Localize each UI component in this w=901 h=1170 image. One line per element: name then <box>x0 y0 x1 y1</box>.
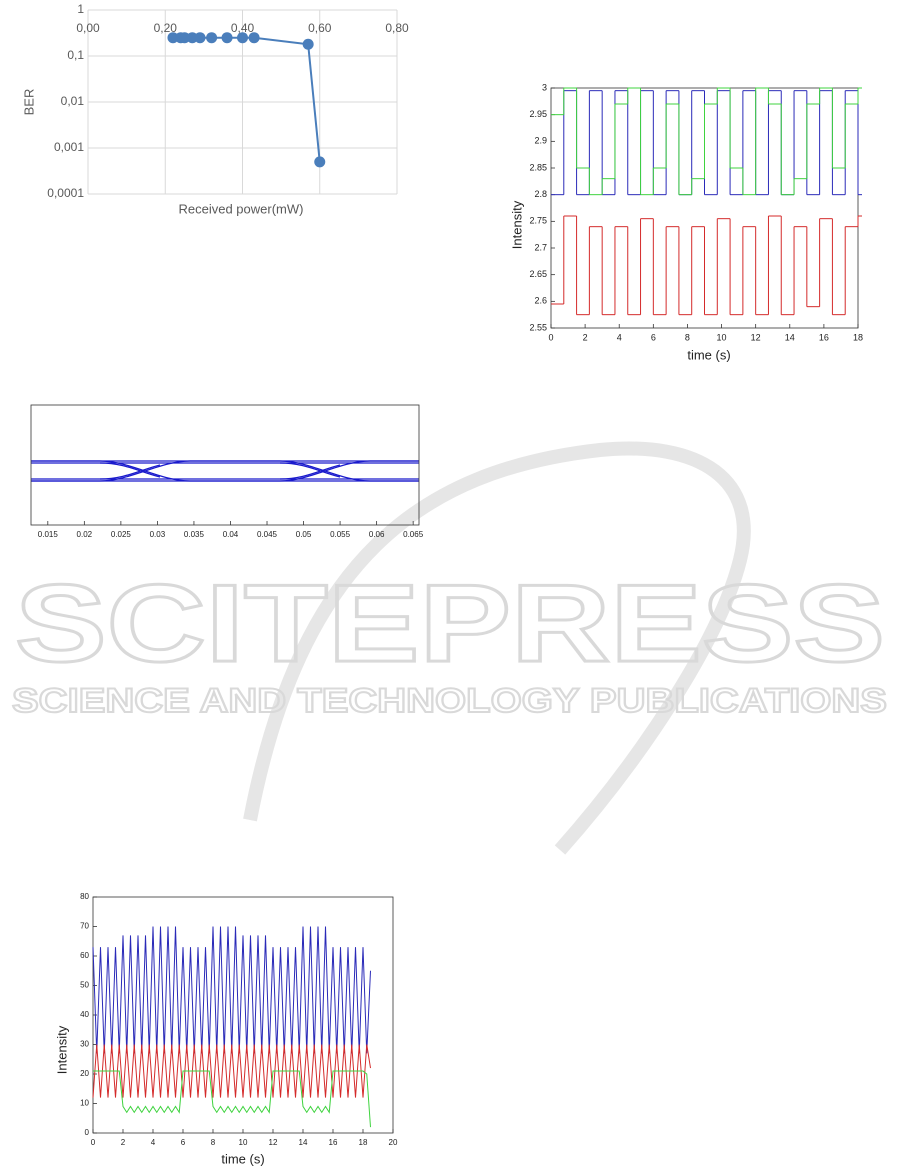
chart: 0.015 0.02 0.025 0.03 0.035 0.04 0.045 0.05 0.05… <box>30 404 424 539</box>
y-axis-label: BER <box>21 89 36 116</box>
y-tick-label: 2.9 <box>534 136 547 146</box>
y-tick-label: 40 <box>80 1010 89 1019</box>
x-tick-label: 0,00 <box>76 21 100 35</box>
x-tick-label: 0.035 <box>184 530 205 539</box>
y-tick-label: 0,0001 <box>47 186 84 200</box>
chart: 0 2 4 6 8 10 12 14 16 18 20 0 10 20 30 40 50 60 70 80 time (… <box>54 892 398 1166</box>
eye-trace <box>31 460 419 482</box>
x-tick-label: 16 <box>819 332 829 342</box>
y-tick-label: 30 <box>80 1040 89 1049</box>
eye-rail <box>31 460 419 482</box>
y-tick-label: 80 <box>80 892 89 901</box>
y-tick-label: 2.65 <box>529 269 547 279</box>
x-tick-label: 4 <box>151 1138 156 1147</box>
x-tick-label: 0 <box>91 1138 96 1147</box>
x-axis-label: time (s) <box>687 347 730 362</box>
eye-traces <box>31 460 419 482</box>
x-tick-label: 12 <box>269 1138 278 1147</box>
x-tick-label: 0,80 <box>385 21 409 35</box>
y-tick-label: 20 <box>80 1069 89 1078</box>
x-tick-label: 0,60 <box>308 21 332 35</box>
y-tick-label: 1 <box>77 2 84 16</box>
x-tick-label: 0.02 <box>77 530 93 539</box>
y-tick-label: 2.75 <box>529 216 547 226</box>
data-line <box>92 926 371 1054</box>
x-tick-label: 0,40 <box>231 21 255 35</box>
x-tick-label: 2 <box>583 332 588 342</box>
x-tick-label: 0.06 <box>369 530 385 539</box>
chart: 0 2 4 6 8 10 12 14 16 18 2.55 2.6 2.65 2.7 2.75 2.8 2.85… <box>509 82 863 362</box>
point <box>186 32 198 44</box>
x-tick-label: 8 <box>685 332 690 342</box>
watermark: SCITEPRESS SCIENCE AND TECHNOLOGY PUBLIC… <box>11 441 888 855</box>
data-line <box>92 1044 371 1098</box>
y-tick-label: 2.85 <box>529 162 547 172</box>
y-tick-label: 2.95 <box>529 109 547 119</box>
point <box>167 32 179 44</box>
x-axis-label: Received power(mW) <box>179 201 304 216</box>
x-tick-label: 12 <box>751 332 761 342</box>
y-tick-label: 0,001 <box>54 140 84 154</box>
x-tick-label: 14 <box>785 332 795 342</box>
data-line <box>93 1070 371 1128</box>
x-tick-label: 10 <box>239 1138 248 1147</box>
x-tick-label: 18 <box>359 1138 368 1147</box>
plot-frame <box>550 87 859 329</box>
x-tick-label: 8 <box>211 1138 216 1147</box>
y-tick-label: 0,01 <box>61 94 85 108</box>
x-tick-label: 14 <box>299 1138 308 1147</box>
point <box>302 38 314 50</box>
x-tick-label: 0.04 <box>223 530 239 539</box>
y-tick-label: 2.8 <box>534 189 547 199</box>
point <box>206 32 218 44</box>
x-tick-label: 0 <box>548 332 553 342</box>
y-tick-label: 0 <box>85 1128 90 1137</box>
y-tick-label: 2.55 <box>529 322 547 332</box>
chart: 0,00 0,20 0,40 0,60 0,80 1 0,1 0,01 0,001 0,0001 R… <box>21 2 409 216</box>
x-axis-label: time (s) <box>221 1151 264 1166</box>
x-tick-label: 0.015 <box>38 530 59 539</box>
y-tick-label: 2.7 <box>534 242 547 252</box>
point <box>179 32 191 44</box>
eye-trace <box>279 462 341 480</box>
y-tick-label: 50 <box>80 981 89 990</box>
x-tick-label: 4 <box>617 332 622 342</box>
x-tick-label: 0.03 <box>150 530 166 539</box>
point <box>248 32 260 44</box>
x-tick-label: 18 <box>853 332 863 342</box>
x-tick-label: 6 <box>651 332 656 342</box>
y-tick-label: 3 <box>542 82 547 92</box>
point <box>221 32 233 44</box>
x-tick-label: 0,20 <box>154 21 178 35</box>
x-tick-label: 0.025 <box>111 530 132 539</box>
y-tick-label: 0,1 <box>67 48 84 62</box>
y-axis-label: Intensity <box>54 1025 69 1074</box>
point <box>314 156 326 168</box>
eye-trace <box>99 462 161 480</box>
y-tick-label: 10 <box>80 1099 89 1108</box>
x-tick-label: 0.045 <box>257 530 278 539</box>
y-tick-label: 2.6 <box>534 296 547 306</box>
x-tick-label: 10 <box>717 332 727 342</box>
watermark-title: SCITEPRESS <box>15 562 885 685</box>
x-tick-label: 0.065 <box>403 530 424 539</box>
watermark-subtitle: SCIENCE AND TECHNOLOGY PUBLICATIONS <box>12 682 887 720</box>
point <box>237 32 248 44</box>
x-tick-label: 6 <box>181 1138 186 1147</box>
watermark-shape <box>243 441 751 855</box>
y-tick-label: 60 <box>80 951 89 960</box>
eye-trace <box>31 460 419 482</box>
x-tick-label: 0.055 <box>330 530 351 539</box>
y-tick-label: 70 <box>80 922 89 931</box>
x-tick-label: 0.05 <box>296 530 312 539</box>
y-axis-label: Intensity <box>509 200 524 249</box>
x-tick-label: 2 <box>121 1138 126 1147</box>
x-tick-label: 16 <box>329 1138 338 1147</box>
x-tick-label: 20 <box>389 1138 398 1147</box>
plot-frame <box>30 404 420 526</box>
point <box>194 32 206 44</box>
